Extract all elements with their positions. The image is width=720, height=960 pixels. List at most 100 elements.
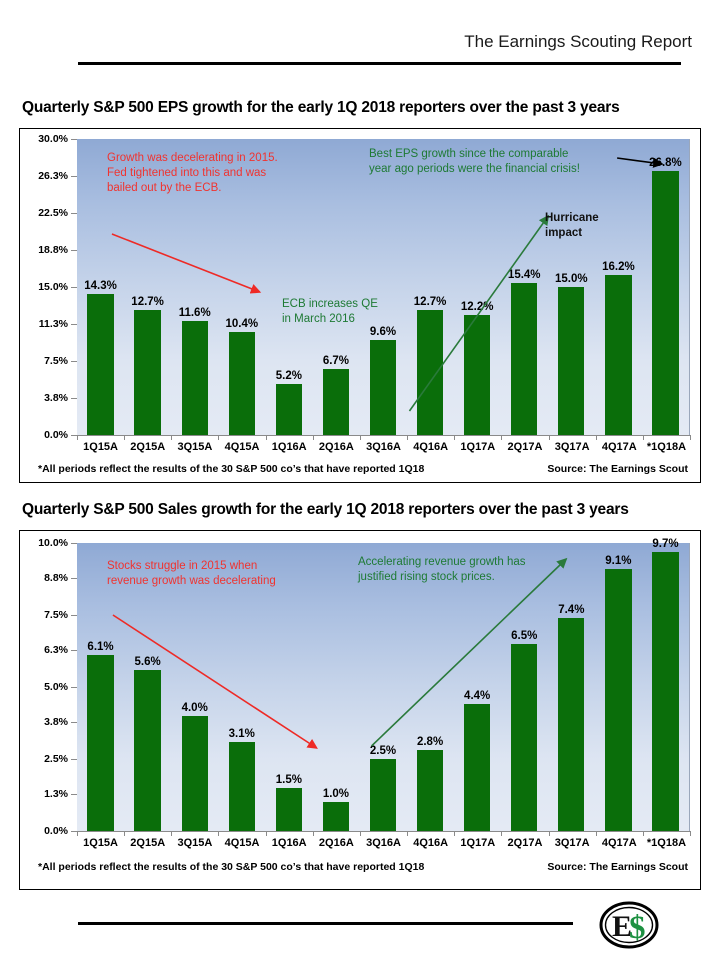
y-axis-tick-label: 0.0% — [44, 825, 68, 837]
bar — [605, 275, 632, 435]
x-axis-tick-mark — [501, 831, 503, 836]
bar-category: 12.7% — [124, 139, 171, 435]
bar-category: 11.6% — [171, 139, 218, 435]
eps-annotation-hurricane: Hurricane impact — [545, 212, 599, 239]
bar-category: 12.7% — [407, 139, 454, 435]
earnings-scout-logo: E $ — [599, 901, 659, 949]
bar-category: 2.5% — [359, 543, 406, 831]
x-axis-tick-label: 3Q17A — [554, 837, 590, 849]
x-axis-tick-mark — [407, 831, 409, 836]
x-axis-tick-mark — [642, 435, 644, 440]
bar — [416, 750, 444, 831]
x-axis-tick-mark — [265, 831, 267, 836]
y-axis-tick-label: 22.5% — [38, 207, 68, 219]
x-axis-tick-label: 2Q16A — [318, 441, 354, 453]
x-axis-tick-label: 3Q16A — [366, 837, 401, 849]
bar — [134, 309, 161, 435]
bar — [463, 314, 491, 435]
bar — [322, 368, 350, 435]
y-axis-tick-label: 3.8% — [44, 715, 68, 728]
y-axis-tick-mark — [71, 435, 77, 436]
bar — [181, 715, 208, 831]
y-axis-tick-mark — [71, 793, 77, 795]
x-axis-tick-mark — [548, 435, 550, 440]
bar-category: 16.2% — [595, 139, 642, 435]
bar — [228, 741, 255, 831]
page-header-title: The Earnings Scouting Report — [464, 32, 692, 51]
y-axis-tick-label: 5.0% — [44, 681, 68, 693]
y-axis-tick-label: 7.5% — [44, 355, 68, 367]
footer-divider — [78, 922, 573, 925]
bar-value-label: 5.6% — [134, 655, 161, 668]
bar — [558, 287, 585, 435]
y-axis-tick-mark — [71, 213, 77, 214]
x-axis-tick-label: 2Q16A — [318, 837, 354, 849]
y-axis-tick-mark — [71, 649, 77, 651]
x-axis-tick-mark — [642, 831, 644, 836]
y-axis-tick-label: 6.3% — [44, 643, 68, 656]
header-divider — [78, 62, 681, 65]
x-axis-tick-mark — [312, 435, 314, 440]
bar-value-label: 3.1% — [228, 727, 255, 740]
bar-value-label: 9.7% — [652, 537, 679, 550]
y-axis-tick-label: 18.8% — [38, 243, 68, 256]
y-axis-tick-label: 11.3% — [38, 317, 68, 330]
bar-category: 1.0% — [312, 543, 359, 831]
bar-value-label: 2.8% — [416, 736, 444, 749]
y-axis-tick-mark — [71, 831, 77, 832]
bar-value-label: 12.7% — [131, 295, 164, 308]
bar — [181, 320, 208, 435]
x-axis-tick-label: *1Q18A — [646, 441, 687, 453]
bar-value-label: 6.5% — [511, 629, 538, 642]
y-axis-tick-mark — [71, 543, 77, 544]
y-axis-tick-label: 10.0% — [38, 537, 68, 549]
bar-value-label: 12.2% — [460, 300, 494, 313]
x-axis-tick-mark — [501, 435, 503, 440]
y-axis-tick-label: 7.5% — [44, 609, 68, 621]
eps-chart-frame: 14.3% 12.7% 11.6% 10.4% 5.2% 6.7% 9.6% 12.7% 12.… — [19, 128, 701, 483]
bar — [652, 170, 679, 435]
x-axis-tick-label: 1Q16A — [271, 837, 307, 849]
bar — [369, 340, 397, 435]
y-axis-tick-mark — [71, 139, 77, 140]
bar-category: 14.3% — [77, 139, 124, 435]
x-axis-tick-label: 3Q15A — [177, 837, 213, 849]
x-axis-tick-mark — [218, 831, 220, 836]
x-axis-tick-label: 4Q16A — [413, 837, 449, 849]
bar-value-label: 9.6% — [369, 326, 397, 339]
y-axis-tick-label: 1.3% — [44, 787, 68, 800]
bar-category: 6.5% — [501, 543, 548, 831]
y-axis-tick-mark — [71, 287, 77, 288]
bar-category: 4.4% — [454, 543, 501, 831]
bar — [463, 704, 491, 831]
x-axis-tick-mark — [454, 831, 456, 836]
bar-category: 9.7% — [642, 538, 689, 831]
eps-x-axis-labels: 1Q15A 2Q15A 3Q15A 4Q15A 1Q16A 2Q16A 3Q16A 4Q16A… — [77, 441, 690, 453]
bar-category: 26.8% — [642, 139, 689, 435]
bar-value-label: 5.2% — [275, 369, 302, 382]
x-axis-tick-label: 1Q15A — [83, 441, 118, 453]
x-axis-tick-mark — [218, 435, 220, 440]
bar — [87, 293, 114, 435]
y-axis-tick-mark — [71, 249, 77, 251]
y-axis-tick-mark — [71, 175, 77, 177]
bar — [558, 617, 585, 831]
x-axis-tick-mark — [454, 435, 456, 440]
y-axis-tick-mark — [71, 577, 77, 579]
bar — [652, 551, 679, 831]
x-axis-tick-label: 1Q15A — [83, 837, 118, 849]
y-axis-tick-mark — [71, 397, 77, 399]
y-axis-tick-mark — [71, 615, 77, 616]
x-axis-tick-label: 4Q17A — [601, 837, 637, 849]
x-axis-tick-label: 4Q15A — [224, 441, 260, 453]
bar-category: 2.8% — [407, 543, 454, 831]
y-axis-tick-mark — [71, 687, 77, 688]
bar-value-label: 7.4% — [558, 603, 585, 616]
bar-value-label: 6.7% — [322, 354, 350, 367]
x-axis-tick-mark — [312, 831, 314, 836]
x-axis-tick-label: 4Q16A — [413, 441, 449, 453]
x-axis-tick-label: 3Q16A — [366, 441, 401, 453]
x-axis-tick-mark — [77, 831, 78, 836]
svg-text:$: $ — [629, 910, 646, 946]
bar-value-label: 2.5% — [369, 745, 397, 757]
